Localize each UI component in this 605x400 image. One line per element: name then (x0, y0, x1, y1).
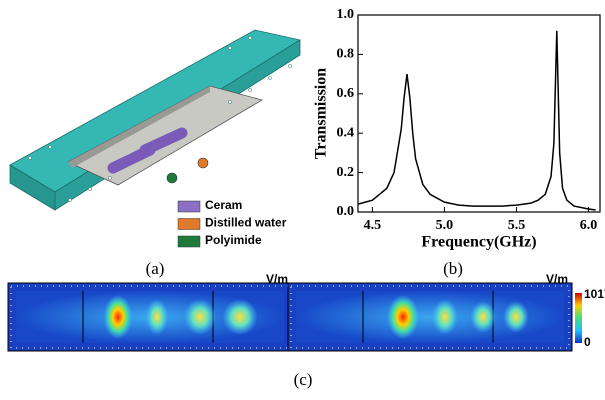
x-tick-label: 5.5 (508, 218, 526, 233)
colorbar (575, 293, 582, 343)
field-spot (470, 301, 496, 333)
y-axis-title: Transmission (313, 68, 330, 159)
line-series (358, 31, 596, 210)
legend-label: Polyimide (205, 233, 262, 247)
channel-diagram (10, 30, 300, 210)
colorbar-max: 10171 (584, 287, 605, 301)
legend-swatch (178, 219, 200, 230)
x-tick-label: 6.0 (580, 218, 598, 233)
field-spot (503, 301, 529, 333)
panel-label: (a) (146, 259, 165, 278)
field-spot (222, 299, 257, 335)
legend-swatch (178, 236, 200, 247)
y-tick-label: 0.2 (337, 165, 355, 180)
x-axis-title: Frequency(GHz) (421, 234, 536, 251)
field-spot (387, 295, 419, 339)
y-tick-label: 0.4 (337, 125, 355, 140)
panel-label: (c) (294, 370, 313, 389)
plot-frame (358, 15, 600, 212)
y-tick-label: 1.0 (337, 7, 355, 22)
field-spot (184, 299, 216, 335)
y-tick-label: 0.0 (337, 204, 355, 219)
x-tick-label: 5.0 (436, 218, 454, 233)
legend-swatch (178, 201, 200, 212)
field-spot (146, 299, 168, 335)
field-spot (104, 295, 133, 339)
panel-label: (b) (443, 259, 463, 278)
legend-label: Ceram (205, 198, 242, 212)
colorbar-min: 0 (584, 335, 591, 349)
legend-label: Distilled water (205, 216, 287, 230)
x-tick-label: 4.5 (364, 218, 382, 233)
figure: Ceram Distilled water Polyimide 0.0 0.2 0.4 0… (0, 0, 605, 395)
colorbar-unit: V/m (546, 272, 568, 286)
y-tick-label: 0.6 (337, 86, 355, 101)
field-spot (432, 299, 458, 335)
colorbar-unit: V/m (266, 272, 288, 286)
y-tick-label: 0.8 (337, 47, 355, 62)
